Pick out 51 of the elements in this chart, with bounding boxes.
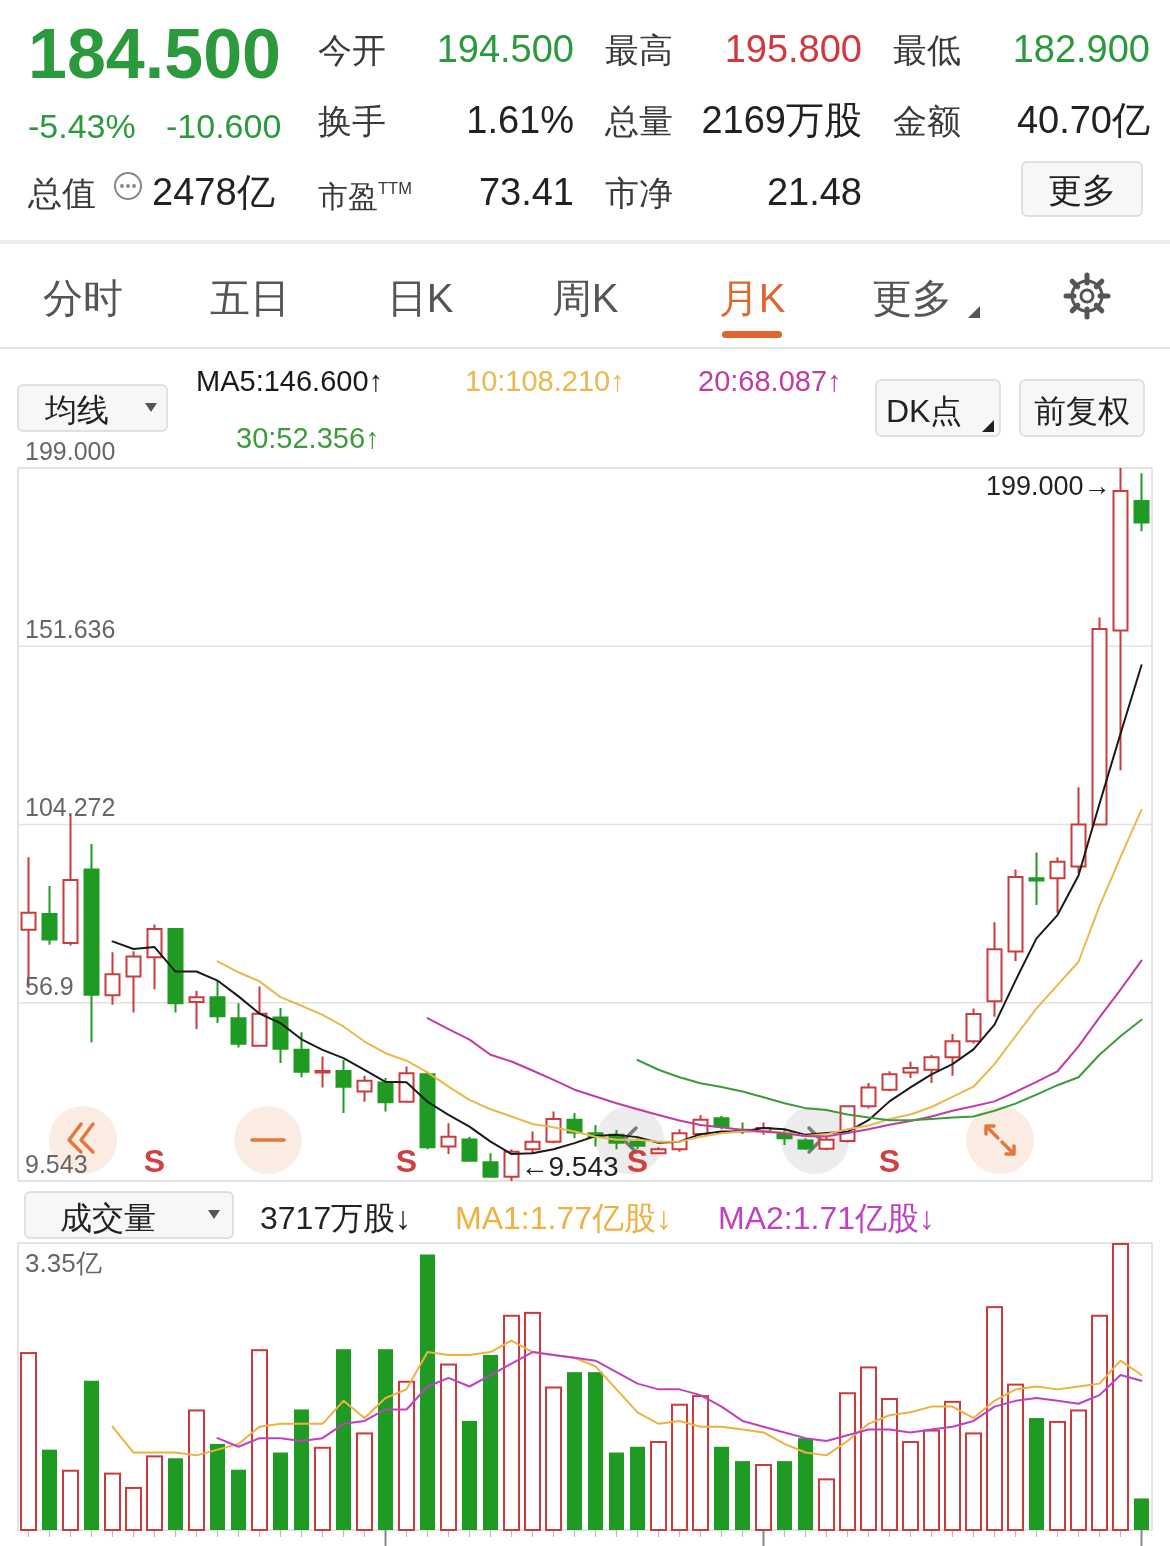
text: 更多 [1048, 171, 1116, 209]
y-tick-label: 151.636 [25, 615, 116, 644]
text: 40.70亿 [1016, 99, 1150, 141]
y-tick-label: 9.543 [25, 1150, 88, 1178]
text: 总值 [27, 174, 96, 212]
y-tick-label: 199.000 [25, 437, 116, 465]
text: 分时 [43, 276, 123, 320]
text: 市净 [605, 174, 673, 212]
text: 最高 [605, 31, 673, 69]
text: 金额 [893, 102, 961, 140]
text: 成交量 [60, 1200, 156, 1236]
text: 73.41 [478, 171, 574, 213]
annotation: S [626, 1143, 649, 1179]
text: 10:108.210↑ [465, 365, 625, 397]
text: 182.900 [1012, 28, 1150, 70]
text: 195.800 [724, 28, 862, 70]
text: 月K [718, 276, 786, 320]
annotation: S [395, 1143, 418, 1179]
text: 今开 [318, 31, 386, 69]
annotation: 199.000→ [985, 471, 1111, 501]
text: 最低 [893, 31, 961, 69]
annotation: S [143, 1143, 166, 1179]
text: -5.43% [28, 107, 136, 145]
text: 换手 [318, 102, 386, 140]
text: 更多 [872, 276, 952, 320]
text: 周K [551, 276, 619, 320]
text: 市盈$^{TTM}$ [318, 178, 412, 213]
text: -10.600 [166, 107, 282, 145]
text: 前复权 [1034, 393, 1130, 429]
text: MA1:1.77亿股↓ [455, 1200, 672, 1236]
text: 总量 [604, 102, 673, 140]
text: 均线 [44, 392, 109, 428]
text: DK点 [886, 393, 963, 429]
y-tick-label: 56.9 [25, 971, 74, 1000]
text: MA2:1.71亿股↓ [718, 1200, 935, 1236]
text: 五日 [210, 276, 290, 320]
annotation: S [878, 1143, 901, 1179]
y-tick-label: 104.272 [25, 793, 116, 822]
text: 2169万股 [701, 99, 862, 141]
text: MA5:146.600↑ [196, 365, 384, 397]
text: 184.500 [28, 15, 282, 93]
text: 日K [386, 276, 454, 320]
text: 194.500 [436, 28, 574, 70]
text: 2478亿 [152, 171, 275, 213]
text: 30:52.356↑ [236, 422, 380, 454]
text: 20:68.087↑ [698, 365, 842, 397]
text: 21.48 [766, 171, 862, 213]
annotation: ←9.543 [520, 1151, 619, 1182]
annotation: 3.35亿 [25, 1248, 102, 1278]
text: 3717万股↓ [260, 1200, 412, 1236]
text: 1.61% [466, 99, 574, 141]
